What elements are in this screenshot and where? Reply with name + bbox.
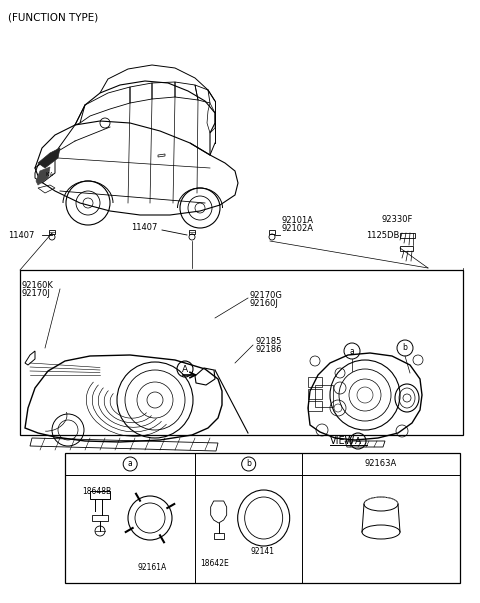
Text: 92186: 92186: [255, 346, 281, 355]
Text: b: b: [246, 459, 251, 469]
Text: 92160J: 92160J: [250, 298, 279, 308]
Text: 92141: 92141: [251, 546, 275, 555]
Text: 92160K: 92160K: [22, 280, 54, 289]
Text: 92170J: 92170J: [22, 288, 51, 297]
Text: 18642E: 18642E: [200, 558, 229, 567]
Text: 1125DB: 1125DB: [366, 230, 399, 239]
Text: 11407: 11407: [131, 224, 157, 233]
Text: 92161A: 92161A: [138, 563, 167, 572]
Text: 18648B: 18648B: [82, 487, 111, 496]
Bar: [65, 453, 460, 583]
Text: a: a: [128, 459, 132, 469]
Bar: [315, 385, 333, 407]
Polygon shape: [36, 167, 50, 185]
Text: a: a: [349, 347, 354, 356]
Text: 92101A: 92101A: [281, 216, 313, 225]
Text: A: A: [182, 364, 188, 373]
Text: 92185: 92185: [255, 336, 281, 346]
Bar: [20, 270, 463, 435]
Text: (FUNCTION TYPE): (FUNCTION TYPE): [8, 12, 98, 22]
Text: b: b: [403, 344, 408, 353]
Text: 92102A: 92102A: [281, 224, 313, 233]
Bar: [308, 377, 322, 387]
Text: 92170G: 92170G: [250, 291, 283, 300]
Polygon shape: [38, 148, 60, 168]
Bar: [308, 401, 322, 411]
Text: KIA: KIA: [46, 172, 54, 177]
Text: A: A: [355, 437, 361, 446]
Bar: [308, 389, 322, 399]
Text: 92330F: 92330F: [382, 215, 413, 224]
Text: 11407: 11407: [8, 230, 35, 239]
Text: VIEW: VIEW: [330, 436, 355, 446]
Text: 92163A: 92163A: [365, 459, 397, 469]
